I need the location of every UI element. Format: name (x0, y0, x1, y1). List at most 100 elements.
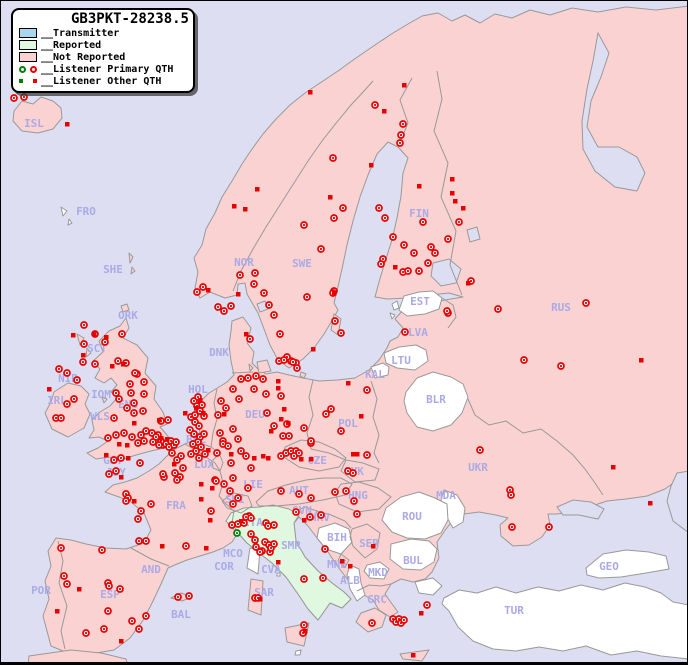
listener-primary-qth-marker (557, 362, 565, 370)
legend-item-label: __Not Reported (41, 51, 126, 63)
listener-other-qth-marker (466, 281, 471, 286)
legend-item-label: __Listener Primary QTH (41, 63, 174, 75)
listener-primary-qth-marker (293, 364, 301, 372)
country-label-deu: DEU (245, 408, 265, 421)
listener-primary-qth-marker (142, 537, 150, 545)
listener-primary-qth-marker (131, 369, 139, 377)
listener-other-qth-marker (348, 564, 353, 569)
listener-primary-qth-marker (300, 221, 308, 229)
listener-primary-qth-marker (306, 513, 314, 521)
listener-primary-red-icon (30, 65, 37, 73)
listener-other-qth-marker (393, 265, 398, 270)
country-label-bal: BAL (171, 608, 191, 621)
legend-item-reported: __Reported (19, 39, 189, 51)
country-label-rus: RUS (551, 301, 571, 314)
listener-primary-qth-marker (319, 574, 327, 582)
country-not-reported-bor (299, 371, 307, 379)
listener-other-qth-marker (266, 456, 271, 461)
country-no-data-esti2 (389, 312, 396, 320)
country-no-data-turt (414, 577, 443, 596)
listener-other-qth-marker (355, 452, 360, 457)
listener-primary-qth-marker (404, 267, 412, 275)
sea-caspian (666, 470, 687, 533)
listener-other-qth-marker (308, 90, 313, 95)
listener-other-qth-marker (206, 288, 211, 293)
country-border-line (467, 398, 604, 496)
country-label-irl: IRL (47, 394, 67, 407)
listener-primary-qth-marker (214, 303, 222, 311)
listener-other-qth-marker (639, 358, 644, 363)
listener-primary-qth-marker (110, 414, 118, 422)
listener-primary-qth-marker (363, 451, 371, 459)
country-label-fra: FRA (166, 499, 186, 512)
listener-primary-qth-marker (191, 411, 199, 419)
listener-other-qth-marker (47, 387, 52, 392)
listener-other-qth-marker (252, 456, 257, 461)
country-no-data-fro2 (67, 218, 73, 226)
listener-other-qth-marker (210, 486, 215, 491)
listener-primary-qth-marker (60, 572, 68, 580)
country-no-data-mkd (363, 561, 390, 580)
listener-primary-qth-marker (233, 529, 241, 537)
listener-primary-qth-marker (195, 422, 203, 430)
listener-primary-qth-marker (237, 447, 245, 455)
country-border-line (211, 455, 221, 472)
listener-primary-qth-marker (307, 437, 315, 445)
listener-primary-qth-marker (149, 438, 157, 446)
listener-primary-qth-marker (130, 399, 138, 407)
listener-primary-qth-marker (207, 507, 215, 515)
country-not-reported-she2 (130, 266, 136, 275)
listener-other-qth-marker (243, 207, 248, 212)
country-label-nor: NOR (234, 256, 254, 269)
listener-primary-qth-marker (508, 523, 516, 531)
listener-primary-green-icon (19, 65, 26, 73)
listener-other-qth-marker (302, 518, 307, 523)
listener-primary-qth-marker (247, 530, 255, 538)
listener-other-qth-marker (371, 544, 376, 549)
country-label-cor: COR (214, 560, 234, 573)
listener-primary-qth-marker (117, 454, 125, 462)
listener-primary-qth-marker (419, 218, 427, 226)
listener-primary-qth-marker (259, 375, 267, 383)
listener-other-qth-marker (261, 454, 266, 459)
listener-primary-qth-marker (247, 514, 255, 522)
listener-other-qth-marker (104, 335, 109, 340)
listener-primary-qth-marker (270, 311, 278, 319)
listener-primary-qth-marker (63, 400, 71, 408)
listener-primary-qth-marker (115, 395, 123, 403)
country-label-she: SHE (103, 263, 123, 276)
listener-primary-qth-marker (250, 385, 258, 393)
listener-primary-qth-marker (285, 432, 293, 440)
listener-primary-qth-marker (82, 629, 90, 637)
listener-primary-qth-marker (159, 470, 167, 478)
listener-primary-qth-marker (155, 441, 163, 449)
country-label-mda: MDA (436, 489, 456, 502)
listener-primary-qth-marker (252, 372, 260, 380)
listener-other-qth-marker (286, 421, 291, 426)
listener-primary-qth-marker (427, 243, 435, 251)
listener-primary-qth-marker (197, 443, 205, 451)
listener-other-qth-marker (311, 347, 316, 352)
listener-other-qth-marker (199, 482, 204, 487)
listener-other-qth-marker (104, 453, 109, 458)
country-label-alb: ALB (340, 574, 360, 587)
country-not-reported-af1 (27, 649, 128, 662)
legend-item-not-reported: __Not Reported (19, 51, 189, 63)
listener-other-qth-marker (199, 497, 204, 502)
listener-primary-qth-marker (276, 330, 284, 338)
listener-primary-qth-marker (214, 411, 222, 419)
listener-primary-qth-marker (235, 395, 243, 403)
listener-primary-qth-marker (337, 427, 345, 435)
listener-primary-qth-marker (252, 543, 260, 551)
listener-other-qth-marker (359, 414, 364, 419)
listener-primary-qth-marker (126, 380, 134, 388)
listener-primary-qth-marker (582, 299, 590, 307)
listener-primary-qth-marker (20, 93, 28, 101)
listener-primary-qth-marker (476, 446, 484, 454)
listener-primary-qth-marker (295, 490, 303, 498)
listener-primary-qth-marker (423, 601, 431, 609)
listener-other-qth-marker (417, 184, 422, 189)
country-no-data-tur (441, 582, 687, 660)
listener-primary-qth-marker (140, 390, 148, 398)
